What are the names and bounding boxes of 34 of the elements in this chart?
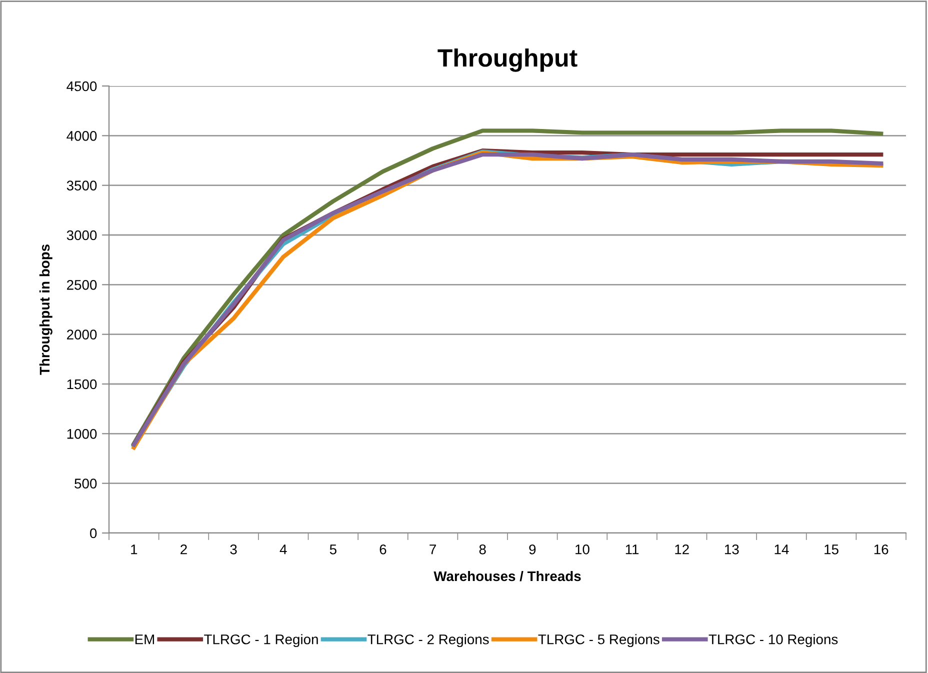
y-tick-label: 2500 bbox=[67, 280, 97, 290]
x-tick-label: 6 bbox=[380, 544, 386, 554]
x-tick-label: 10 bbox=[576, 544, 590, 554]
x-tick-label: 12 bbox=[675, 544, 689, 554]
legend-label: TLRGC - 1 Region bbox=[204, 634, 318, 648]
x-tick-label: 16 bbox=[874, 544, 888, 554]
legend-label: TLRGC - 2 Regions bbox=[368, 634, 489, 648]
x-tick-label: 13 bbox=[724, 544, 739, 554]
y-tick-label: 0 bbox=[90, 528, 97, 538]
y-tick-label: 3000 bbox=[66, 230, 97, 240]
chart-title: Throughput bbox=[438, 48, 578, 72]
x-tick-label: 5 bbox=[330, 544, 336, 554]
y-axis-title: Throughput in bops bbox=[39, 244, 52, 375]
x-tick-label: 11 bbox=[626, 544, 639, 554]
y-tick-label: 4500 bbox=[66, 81, 97, 92]
x-tick-label: 4 bbox=[280, 544, 287, 554]
x-tick-label: 14 bbox=[774, 544, 789, 554]
x-tick-label: 2 bbox=[180, 544, 187, 554]
x-axis-title: Warehouses / Threads bbox=[434, 570, 581, 582]
y-tick-label: 2000 bbox=[67, 330, 97, 340]
x-tick-label: 3 bbox=[230, 544, 237, 554]
y-tick-label: 4000 bbox=[66, 131, 97, 141]
x-tick-label: 15 bbox=[824, 544, 838, 554]
legend-label: TLRGC - 5 Regions bbox=[538, 634, 660, 648]
x-tick-label: 1 bbox=[131, 544, 138, 554]
x-tick-label: 9 bbox=[529, 544, 536, 554]
x-tick-label: 8 bbox=[479, 544, 486, 554]
y-tick-label: 3500 bbox=[66, 180, 97, 191]
y-tick-label: 1000 bbox=[67, 429, 97, 439]
legend-label: TLRGC - 10 Regions bbox=[708, 634, 838, 648]
legend-label: EM bbox=[135, 634, 154, 644]
y-tick-label: 500 bbox=[74, 478, 97, 489]
y-tick-label: 1500 bbox=[67, 379, 97, 390]
x-tick-label: 7 bbox=[430, 544, 436, 554]
